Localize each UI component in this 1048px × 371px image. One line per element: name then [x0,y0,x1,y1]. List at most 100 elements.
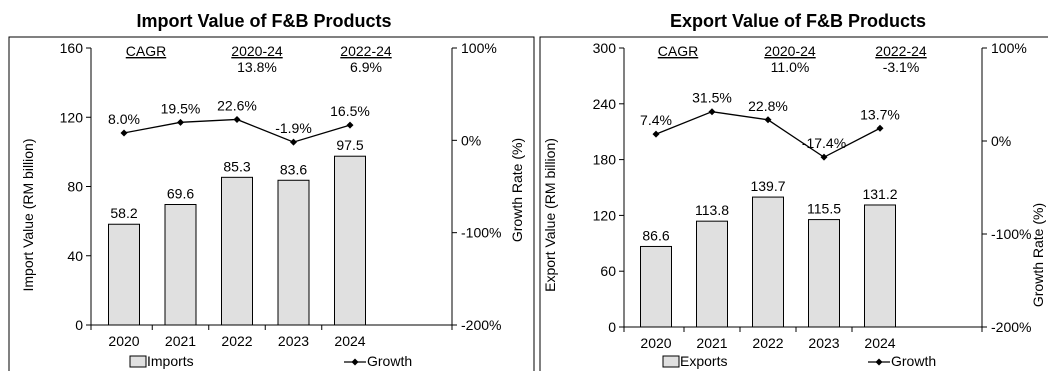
import-legend-label-bars: Imports [147,353,194,369]
import-y-tick-label: 120 [60,109,84,125]
export-plot-area: 0 60 120 180 240 300 -200% -100% 0% 100% 2020 2021 2… [593,40,1032,351]
import-cagr-period-2: 2022-24 [340,43,392,59]
export-y-tick-label: 300 [593,40,617,56]
import-growth-label: 22.6% [217,97,257,113]
export-bar-label: 139.7 [750,178,785,194]
import-y2-tick-label: -100% [461,225,501,241]
export-growth-label: -17.4% [802,135,846,151]
export-x-tick-label: 2024 [864,335,895,351]
export-growth-marker [820,153,828,161]
import-bar [221,176,253,326]
export-chart-frame [539,36,1048,371]
import-y-tick-label: 40 [67,248,83,264]
import-legend-marker [351,358,359,366]
export-bar-label: 131.2 [862,186,897,202]
import-growth-label: -1.9% [275,120,312,136]
export-growth-label: 13.7% [860,106,900,122]
import-cagr-value-1: 13.8% [237,59,277,75]
export-legend-swatch-bars [662,355,680,368]
import-growth-marker [233,115,241,123]
import-cagr-value-2: 6.9% [350,59,382,75]
import-y-tick-label: 0 [75,317,83,333]
export-x-tick-label: 2022 [752,335,783,351]
export-growth-marker [652,130,660,138]
import-y-tick-label: 80 [67,179,83,195]
export-x-tick-label: 2023 [808,335,839,351]
export-bar [864,204,896,328]
export-y2-axis-label: Growth Rate (%) [1030,203,1046,307]
import-cagr-label: CAGR [126,43,166,59]
export-y-axis-label: Export Value (RM billion) [542,138,558,292]
export-chart-title: Export Value of F&B Products [670,11,926,31]
export-y2-tick-label: 0% [991,133,1011,149]
import-bar-label: 83.6 [280,161,307,177]
import-legend: Imports Growth [129,353,412,369]
import-plot-area: 0 40 80 120 160 -200% -100% 0% 100% 2020 2021 2022 2… [60,40,502,349]
export-y-tick-label: 60 [600,263,616,279]
export-y2-tick-label: -200% [991,319,1031,335]
export-y-tick-label: 240 [593,96,617,112]
import-x-tick-label: 2022 [221,333,252,349]
export-legend: Exports Growth [662,353,936,369]
export-bar [640,245,672,328]
import-chart-frame [8,36,535,371]
export-bar-label: 86.6 [642,227,669,243]
export-y-tick-label: 120 [593,207,617,223]
import-bar [277,179,310,326]
export-cagr-period-1: 2020-24 [764,43,816,59]
export-legend-label-bars: Exports [680,353,727,369]
import-y2-axis-label: Growth Rate (%) [509,138,525,242]
import-bar [108,223,140,326]
import-bar-label: 58.2 [110,205,137,221]
import-cagr-period-1: 2020-24 [231,43,283,59]
export-bar-label: 113.8 [695,202,729,218]
export-growth-label: 22.8% [748,98,788,114]
import-bar-label: 97.5 [336,137,363,153]
export-growth-marker [876,124,884,132]
export-chart: Export Value of F&B Products Export Valu… [539,11,1048,371]
import-growth-marker [177,118,184,126]
import-growth-marker [346,121,354,129]
import-chart-title: Import Value of F&B Products [136,11,391,31]
export-bar [696,220,728,328]
import-x-tick-label: 2021 [165,333,196,349]
export-bar [808,219,840,328]
import-bar-label: 69.6 [167,186,194,202]
import-legend-swatch-bars [129,355,147,368]
import-x-tick-label: 2020 [108,333,139,349]
import-y-tick-label: 160 [60,40,84,56]
export-legend-label-line: Growth [891,353,936,369]
import-growth-marker [290,138,297,146]
import-x-tick-label: 2024 [334,333,365,349]
import-growth-marker [120,129,128,137]
import-y2-tick-label: -200% [461,317,501,333]
export-cagr-label: CAGR [658,43,698,59]
export-x-tick-label: 2021 [696,335,727,351]
export-growth-label: 31.5% [692,90,732,106]
export-growth-label: 7.4% [640,112,672,128]
import-bar [164,204,197,326]
import-y2-tick-label: 0% [461,132,481,148]
import-bar-label: 85.3 [223,158,250,174]
import-y2-tick-label: 100% [461,40,497,56]
import-y-axis-label: Import Value (RM billion) [20,138,36,291]
export-cagr-period-2: 2022-24 [875,43,927,59]
import-chart: Import Value of F&B Products Import Valu… [8,11,535,371]
import-growth-label: 8.0% [108,111,140,127]
import-legend-label-line: Growth [367,353,412,369]
export-growth-marker [764,116,772,124]
export-bar-label: 115.5 [807,201,841,217]
export-growth-marker [708,108,716,116]
export-y-tick-label: 180 [593,152,617,168]
export-cagr-value-1: 11.0% [771,59,810,75]
export-x-tick-label: 2020 [640,335,671,351]
import-growth-label: 16.5% [330,103,370,119]
export-bar [752,196,784,328]
export-y2-tick-label: -100% [991,226,1031,242]
export-y2-tick-label: 100% [991,40,1027,56]
export-cagr-value-2: -3.1% [883,59,920,75]
export-y-tick-label: 0 [608,319,616,335]
export-legend-marker [875,358,883,366]
import-growth-label: 19.5% [161,100,201,116]
